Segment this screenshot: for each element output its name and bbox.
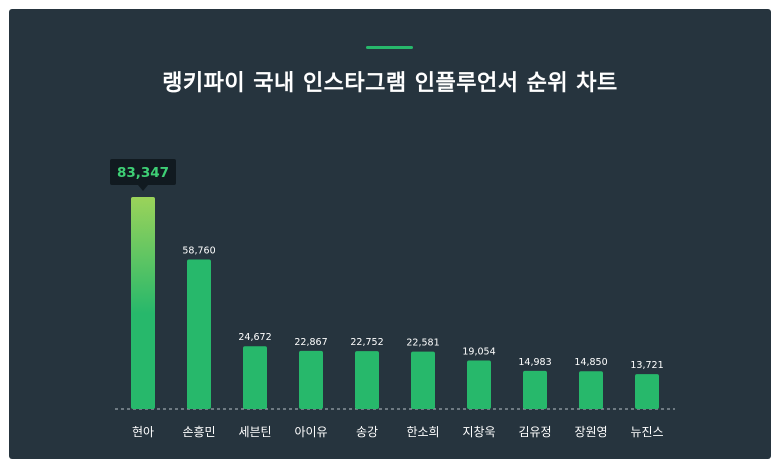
- data-label-6: 22,581: [406, 338, 439, 349]
- data-label-7: 19,054: [462, 347, 495, 358]
- bar-4: [299, 350, 323, 409]
- bar-2: [187, 259, 211, 409]
- bar-5: [355, 351, 379, 409]
- tooltip-pointer: [138, 185, 148, 191]
- chart-card: 랭키파이 국내 인스타그램 인플루언서 순위 차트 83,347 현아 58,760…: [9, 9, 771, 459]
- data-label-2: 58,760: [182, 246, 215, 257]
- bar-9: [579, 371, 603, 409]
- data-label-10: 13,721: [630, 360, 663, 371]
- category-label-3: 세븐틴: [238, 425, 271, 439]
- category-label-9: 장원영: [574, 425, 607, 439]
- category-label-1: 현아: [132, 425, 154, 439]
- bar-6: [411, 351, 435, 409]
- title-accent-line: [366, 46, 413, 49]
- category-label-4: 아이유: [294, 425, 327, 439]
- bar-7: [467, 360, 491, 409]
- bar-3: [243, 346, 267, 409]
- category-label-8: 김유정: [518, 425, 551, 439]
- bar-8: [523, 370, 547, 409]
- category-label-10: 뉴진스: [630, 425, 663, 439]
- chart-title: 랭키파이 국내 인스타그램 인플루언서 순위 차트: [162, 71, 618, 96]
- top-value-tooltip: [110, 159, 176, 185]
- category-label-2: 손흥민: [182, 425, 215, 439]
- bar-10: [635, 374, 659, 409]
- data-label-8: 14,983: [518, 357, 551, 368]
- data-label-9: 14,850: [574, 357, 607, 368]
- data-label-5: 22,752: [350, 337, 383, 348]
- data-label-3: 24,672: [238, 332, 271, 343]
- category-label-7: 지창욱: [462, 425, 495, 439]
- bar-chart: 83,347 현아 58,760 손흥민 24,672 세븐틴 22,867 아이유 22,75…: [110, 159, 675, 439]
- data-label-1: 83,347: [117, 165, 169, 181]
- category-label-6: 한소희: [406, 425, 439, 439]
- category-label-5: 송강: [356, 425, 378, 439]
- data-label-4: 22,867: [294, 337, 327, 348]
- bar-1: [131, 197, 155, 409]
